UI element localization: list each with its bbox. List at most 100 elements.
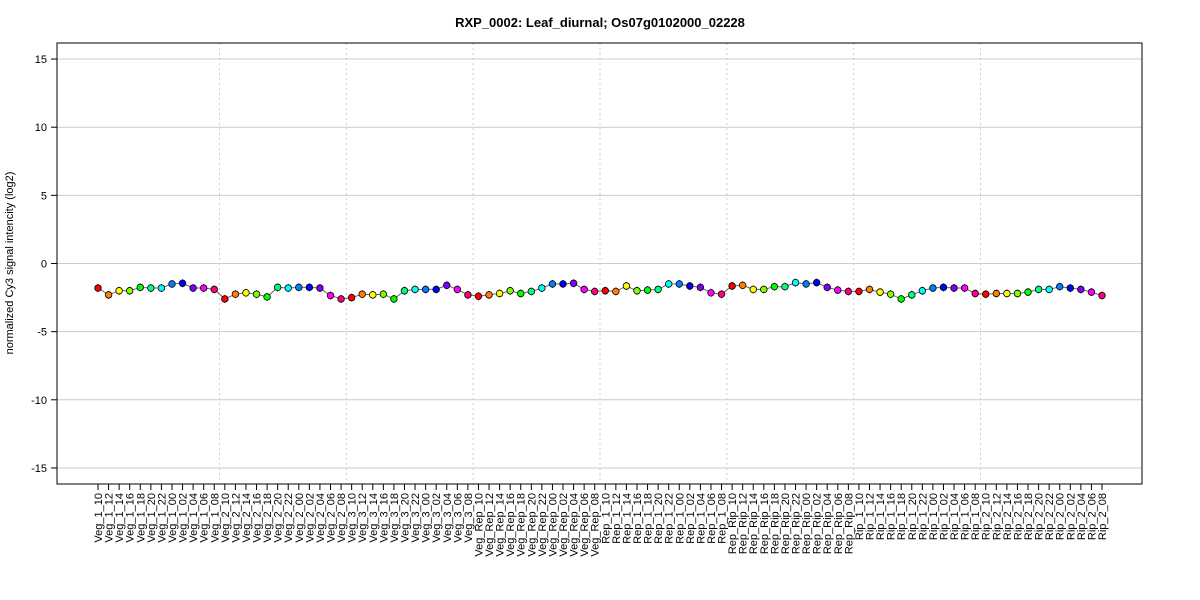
x-tick-label: Rep_Rip_12 xyxy=(738,493,750,554)
x-tick-label: Rep_Rip_18 xyxy=(769,493,781,554)
x-tick-label: Veg_1_04 xyxy=(188,493,200,543)
data-point xyxy=(379,290,388,298)
data-point xyxy=(495,289,504,298)
data-point xyxy=(939,283,948,292)
x-tick-label: Veg_3_20 xyxy=(399,493,411,543)
x-tick-label: Veg_3_18 xyxy=(389,493,401,543)
x-tick-label: Veg_2_02 xyxy=(304,493,316,543)
x-tick-label: Veg_Rep_08 xyxy=(590,493,602,557)
data-point xyxy=(876,288,884,296)
data-point xyxy=(263,293,271,301)
y-tick-label: -10 xyxy=(31,395,47,407)
data-point xyxy=(432,285,440,294)
x-tick-label: Veg_Rep_00 xyxy=(547,493,559,557)
data-point xyxy=(1045,285,1053,294)
x-tick-label: Rep_1_16 xyxy=(632,493,644,544)
x-tick-label: Veg_1_20 xyxy=(146,493,158,543)
x-tick-label: Veg_3_08 xyxy=(463,493,475,543)
x-tick-label: Rip_1_04 xyxy=(949,493,961,540)
data-point xyxy=(273,283,282,292)
x-tick-label: Rip_2_00 xyxy=(1055,493,1067,540)
data-point xyxy=(443,281,451,290)
data-point xyxy=(664,280,673,288)
y-tick-label: -15 xyxy=(31,463,47,475)
data-point xyxy=(1013,289,1022,298)
x-tick-label: Veg_Rep_04 xyxy=(569,493,581,557)
x-tick-label: Rep_1_14 xyxy=(621,493,633,544)
data-point xyxy=(369,291,377,299)
x-tick-label: Rep_Rip_14 xyxy=(748,493,760,554)
data-point xyxy=(221,295,229,303)
x-tick-label: Rip_1_00 xyxy=(928,493,940,540)
data-point xyxy=(157,284,166,292)
data-point xyxy=(760,285,768,294)
data-point xyxy=(337,295,345,303)
data-point xyxy=(960,284,969,292)
data-point xyxy=(633,287,641,295)
data-point xyxy=(411,285,419,294)
data-point xyxy=(126,287,134,295)
data-point xyxy=(601,287,609,295)
data-point xyxy=(358,290,366,298)
x-tick-label: Rip_1_18 xyxy=(896,493,908,540)
data-point xyxy=(686,282,694,290)
data-point xyxy=(654,285,662,294)
x-tick-label: Veg_Rep_14 xyxy=(495,493,507,557)
x-tick-label: Veg_3_12 xyxy=(357,493,369,543)
data-point xyxy=(104,291,113,299)
x-tick-label: Veg_1_00 xyxy=(167,493,179,543)
x-tick-label: Rip_1_02 xyxy=(938,493,950,540)
x-tick-label: Rip_2_06 xyxy=(1086,493,1098,540)
x-tick-label: Rep_Rip_02 xyxy=(812,493,824,554)
data-point xyxy=(210,285,218,294)
x-axis: Veg_1_10Veg_1_12Veg_1_14Veg_1_16Veg_1_18… xyxy=(93,483,1109,557)
data-point xyxy=(252,290,261,298)
gridlines xyxy=(57,58,1142,469)
x-tick-label: Rep_1_20 xyxy=(653,493,665,544)
x-tick-label: Rep_Rip_04 xyxy=(822,493,834,554)
x-tick-label: Veg_3_02 xyxy=(431,493,443,543)
data-point xyxy=(844,287,853,296)
data-point xyxy=(231,290,240,298)
data-point xyxy=(897,295,905,303)
x-tick-label: Rip_2_02 xyxy=(1065,493,1077,540)
x-tick-label: Rip_1_08 xyxy=(970,493,982,540)
data-point xyxy=(1098,291,1106,300)
data-point xyxy=(517,289,525,298)
data-point xyxy=(580,285,588,294)
data-point xyxy=(506,287,514,295)
x-tick-label: Veg_2_14 xyxy=(241,493,253,543)
data-point xyxy=(1077,285,1085,294)
data-point xyxy=(675,280,683,288)
x-tick-label: Veg_1_16 xyxy=(125,493,137,543)
data-point xyxy=(421,285,430,294)
data-point xyxy=(284,284,292,292)
x-tick-label: Rep_1_00 xyxy=(674,493,686,544)
data-point xyxy=(347,293,356,302)
data-point xyxy=(781,282,789,291)
data-point xyxy=(622,282,631,290)
x-tick-label: Rep_Rip_10 xyxy=(727,493,739,554)
x-tick-label: Rip_1_06 xyxy=(960,493,972,540)
x-tick-label: Veg_1_22 xyxy=(156,493,168,543)
data-points xyxy=(94,278,1106,303)
x-tick-label: Veg_3_14 xyxy=(368,493,380,543)
data-point xyxy=(643,286,652,294)
x-tick-label: Rip_2_16 xyxy=(1012,493,1024,540)
data-point xyxy=(950,284,958,292)
x-tick-label: Veg_2_20 xyxy=(273,493,285,543)
data-point xyxy=(971,289,979,298)
y-tick-label: 15 xyxy=(35,54,47,66)
data-point xyxy=(802,280,810,288)
x-tick-label: Veg_Rep_02 xyxy=(558,493,570,557)
x-tick-label: Rep_Rip_20 xyxy=(780,493,792,554)
x-tick-label: Veg_1_02 xyxy=(178,493,190,543)
data-point xyxy=(929,284,937,292)
data-point xyxy=(390,295,398,303)
x-tick-label: Veg_2_00 xyxy=(294,493,306,543)
data-point xyxy=(918,287,927,295)
data-point xyxy=(728,282,736,290)
x-tick-label: Rep_Rip_00 xyxy=(801,493,813,554)
x-tick-label: Veg_Rep_16 xyxy=(505,493,517,557)
